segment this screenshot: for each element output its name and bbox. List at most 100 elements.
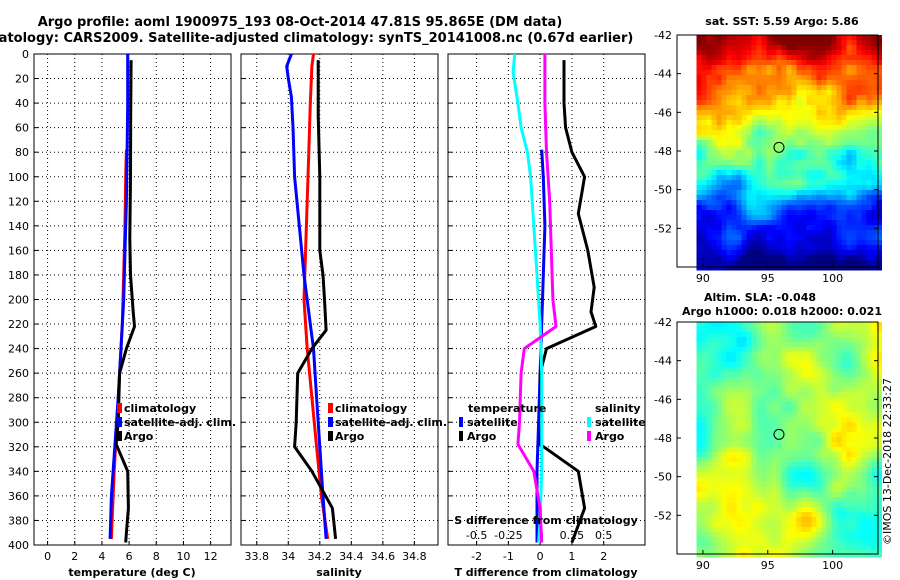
sla-cell <box>726 347 732 353</box>
sla-cell <box>706 492 712 498</box>
sla-cell <box>866 322 872 328</box>
sla-cell <box>861 357 867 363</box>
sst-cell <box>791 255 797 261</box>
sla-cell <box>816 547 822 553</box>
sla-cell <box>866 417 872 423</box>
sst-cell <box>766 35 772 41</box>
sst-cell <box>751 205 757 211</box>
sst-cell <box>861 150 867 156</box>
sst-cell <box>761 235 767 241</box>
sla-cell <box>761 457 767 463</box>
sst-cell <box>711 180 717 186</box>
sla-cell <box>856 322 862 328</box>
sst-lon-tick-label: 95 <box>761 272 775 285</box>
sla-cell <box>831 507 837 513</box>
sla-cell <box>826 407 832 413</box>
sst-cell <box>781 80 787 86</box>
sst-cell <box>811 165 817 171</box>
sst-cell <box>771 80 777 86</box>
sst-cell <box>761 95 767 101</box>
sst-cell <box>871 80 877 86</box>
sst-cell <box>826 160 832 166</box>
sst-cell <box>831 150 837 156</box>
sst-cell <box>816 120 822 126</box>
sla-cell <box>771 332 777 338</box>
sst-cell <box>736 150 742 156</box>
sst-cell <box>796 165 802 171</box>
sla-cell <box>746 512 752 518</box>
sla-cell <box>701 517 707 523</box>
sla-cell <box>776 347 782 353</box>
sla-cell <box>866 482 872 488</box>
sla-cell <box>851 467 857 473</box>
sla-cell <box>796 322 802 328</box>
sst-cell <box>696 190 702 196</box>
sla-cell <box>876 547 882 553</box>
sst-cell <box>871 145 877 151</box>
sal-legend-climatology-label: climatology <box>335 402 407 415</box>
sla-cell <box>846 377 852 383</box>
sla-cell <box>876 352 882 358</box>
sst-cell <box>811 135 817 141</box>
sst-cell <box>786 120 792 126</box>
sst-cell <box>766 185 772 191</box>
sst-cell <box>811 90 817 96</box>
sla-cell <box>866 327 872 333</box>
sst-cell <box>786 150 792 156</box>
sst-cell <box>846 140 852 146</box>
sla-cell <box>696 502 702 508</box>
sla-cell <box>731 417 737 423</box>
sla-cell <box>716 522 722 528</box>
sst-cell <box>801 235 807 241</box>
sla-cell <box>731 407 737 413</box>
sst-cell <box>796 190 802 196</box>
sla-cell <box>746 502 752 508</box>
sla-cell <box>711 327 717 333</box>
sst-cell <box>746 75 752 81</box>
sst-cell <box>796 195 802 201</box>
sst-cell <box>751 100 757 106</box>
sla-cell <box>801 387 807 393</box>
sla-cell <box>761 452 767 458</box>
sla-cell <box>856 487 862 493</box>
sla-cell <box>701 467 707 473</box>
sla-cell <box>826 497 832 503</box>
sst-cell <box>816 95 822 101</box>
sla-cell <box>816 497 822 503</box>
sla-cell <box>736 552 742 558</box>
sst-cell <box>776 85 782 91</box>
sst-cell <box>846 130 852 136</box>
sst-cell <box>761 130 767 136</box>
sla-cell <box>696 357 702 363</box>
sst-cell <box>751 230 757 236</box>
sla-cell <box>821 422 827 428</box>
sst-cell <box>701 70 707 76</box>
sla-cell <box>816 362 822 368</box>
sla-cell <box>726 352 732 358</box>
sst-cell <box>706 125 712 131</box>
sla-cell <box>851 372 857 378</box>
sst-cell <box>796 100 802 106</box>
sst-cell <box>846 235 852 241</box>
sst-cell <box>766 50 772 56</box>
sla-cell <box>836 397 842 403</box>
sla-cell <box>781 532 787 538</box>
sla-cell <box>756 437 762 443</box>
sla-cell <box>721 482 727 488</box>
sst-cell <box>741 265 747 271</box>
sla-cell <box>731 392 737 398</box>
sst-lat-tick-label: -52 <box>654 222 672 235</box>
sst-cell <box>716 110 722 116</box>
sst-cell <box>801 65 807 71</box>
sla-cell <box>871 452 877 458</box>
salinity-grid <box>241 53 438 546</box>
sst-cell <box>851 240 857 246</box>
sla-cell <box>831 542 837 548</box>
sla-lat-tick-label: -48 <box>654 432 672 445</box>
sst-cell <box>781 230 787 236</box>
sla-cell <box>791 342 797 348</box>
sst-cell <box>786 45 792 51</box>
sla-cell <box>696 507 702 513</box>
sst-cell <box>726 230 732 236</box>
sla-cell <box>806 352 812 358</box>
